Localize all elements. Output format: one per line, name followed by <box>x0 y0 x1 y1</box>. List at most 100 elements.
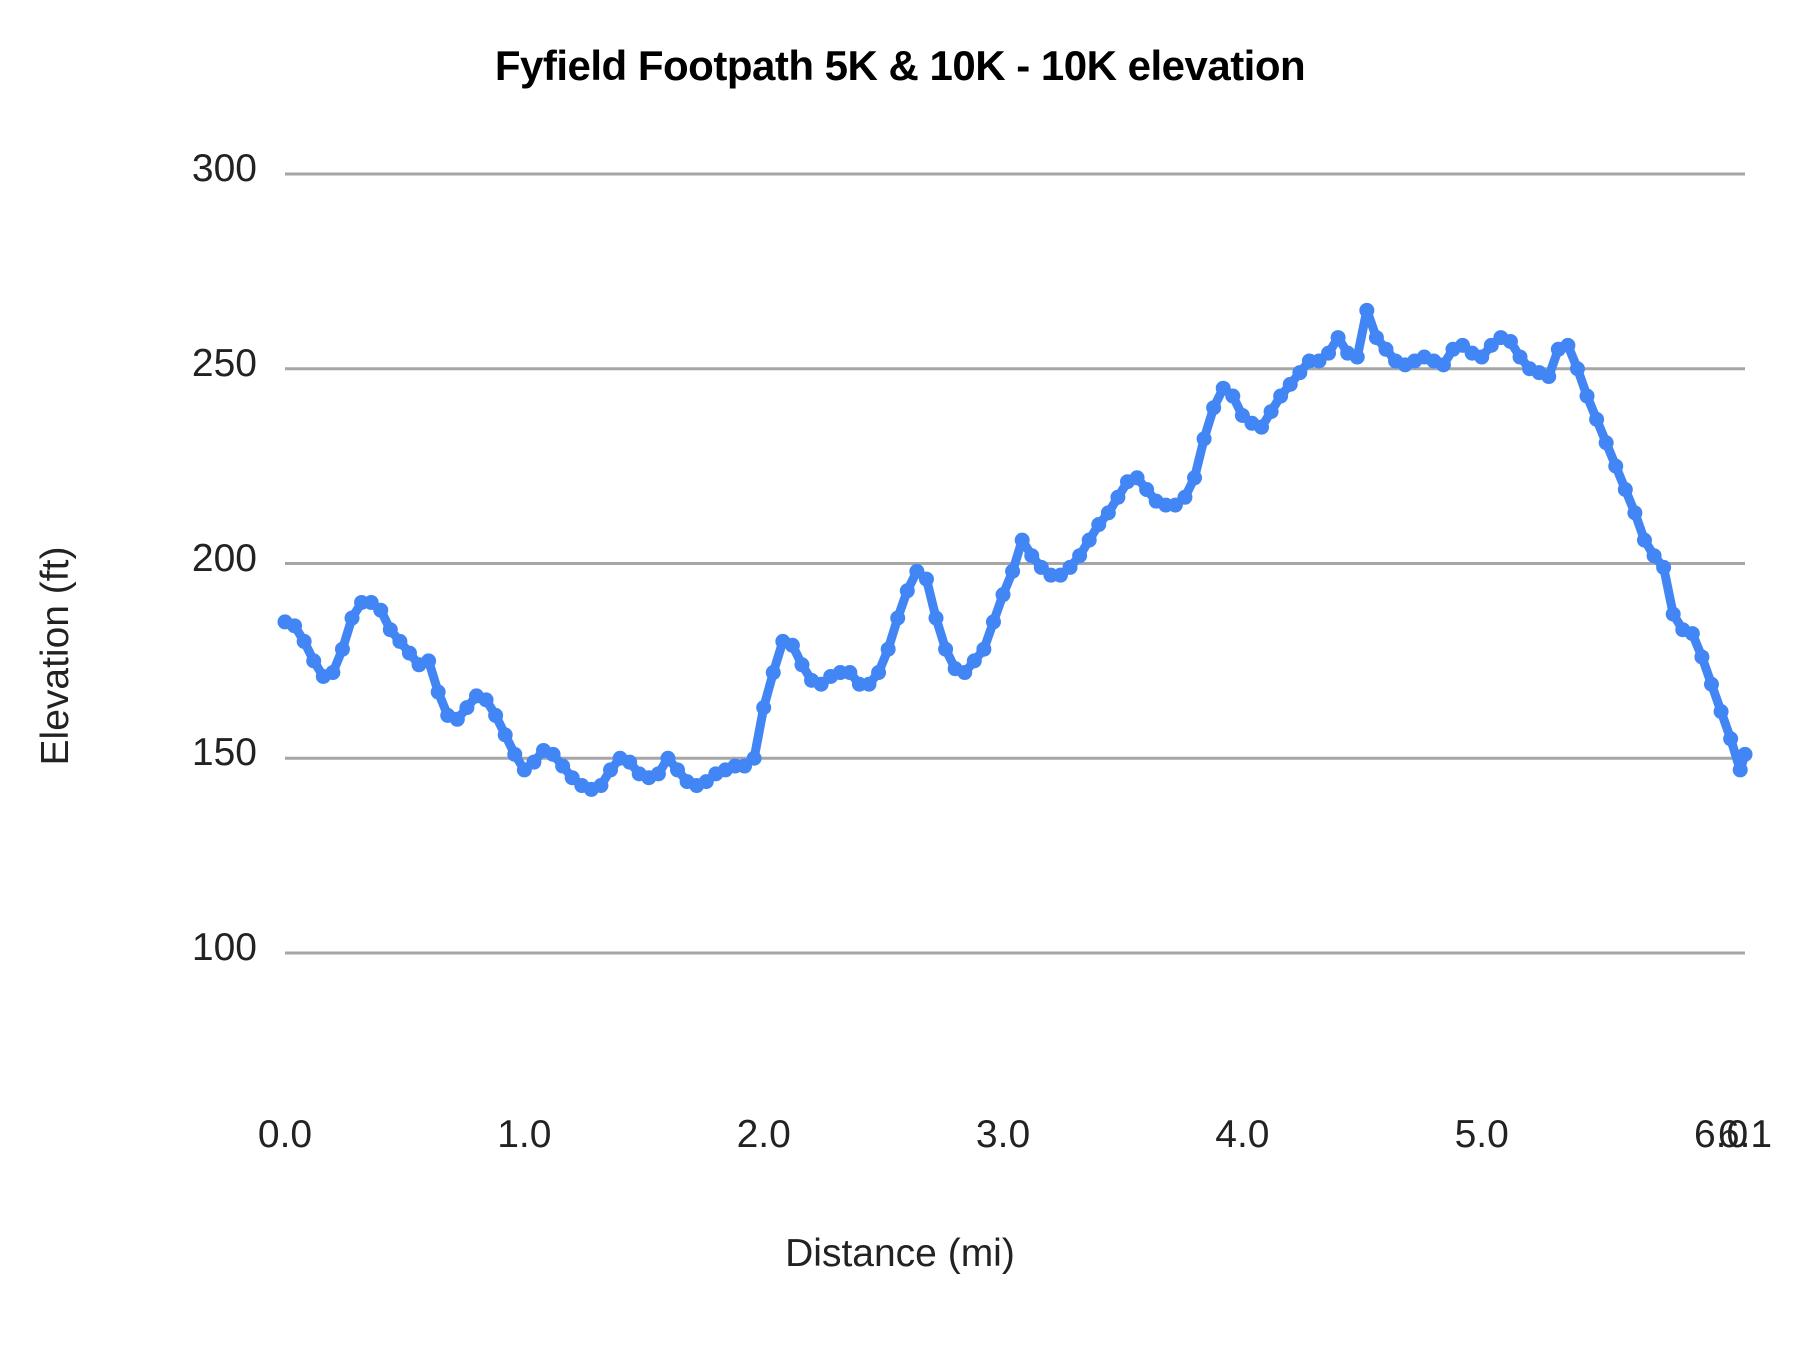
data-point[interactable] <box>861 676 877 692</box>
data-point[interactable] <box>1474 349 1490 365</box>
data-point[interactable] <box>1723 731 1739 747</box>
data-point[interactable] <box>794 657 810 673</box>
data-point[interactable] <box>957 665 973 681</box>
data-point[interactable] <box>1062 559 1078 575</box>
data-point[interactable] <box>1713 704 1729 720</box>
data-point[interactable] <box>545 746 561 762</box>
data-point[interactable] <box>1091 517 1107 533</box>
data-point[interactable] <box>1005 563 1021 579</box>
data-point[interactable] <box>1139 482 1155 497</box>
data-point[interactable] <box>1282 376 1298 392</box>
data-point[interactable] <box>459 700 475 716</box>
data-point[interactable] <box>1608 458 1624 474</box>
data-point[interactable] <box>976 641 992 657</box>
data-point[interactable] <box>1627 505 1643 521</box>
data-point[interactable] <box>1656 559 1672 575</box>
data-point[interactable] <box>1703 676 1719 692</box>
data-point[interactable] <box>1684 626 1700 642</box>
data-point[interactable] <box>899 583 915 599</box>
data-point[interactable] <box>449 711 465 727</box>
data-point[interactable] <box>1636 532 1652 548</box>
data-point[interactable] <box>1129 470 1145 486</box>
data-point[interactable] <box>622 754 638 770</box>
data-point[interactable] <box>401 645 417 661</box>
data-point[interactable] <box>756 700 772 716</box>
data-point[interactable] <box>1598 435 1614 451</box>
data-point[interactable] <box>1502 333 1518 349</box>
data-point[interactable] <box>880 641 896 657</box>
data-point[interactable] <box>555 758 571 774</box>
data-point[interactable] <box>938 641 954 657</box>
data-point[interactable] <box>1359 302 1375 318</box>
data-point[interactable] <box>344 610 360 626</box>
data-point[interactable] <box>966 653 982 669</box>
data-point[interactable] <box>1435 357 1451 373</box>
data-point[interactable] <box>1569 361 1585 377</box>
data-point[interactable] <box>995 587 1011 603</box>
data-point[interactable] <box>325 665 341 681</box>
data-point[interactable] <box>670 762 686 778</box>
data-point[interactable] <box>287 618 303 634</box>
data-point[interactable] <box>1330 330 1346 346</box>
data-point[interactable] <box>373 602 389 618</box>
data-point[interactable] <box>1100 505 1116 521</box>
data-point[interactable] <box>650 766 666 782</box>
data-point[interactable] <box>1110 489 1126 505</box>
data-point[interactable] <box>1273 388 1289 404</box>
data-point[interactable] <box>507 746 523 762</box>
data-point[interactable] <box>1024 548 1040 564</box>
data-point[interactable] <box>1541 369 1557 385</box>
series-10k-elevation <box>277 302 1753 797</box>
data-point[interactable] <box>1617 482 1633 497</box>
data-point[interactable] <box>593 778 609 794</box>
data-point[interactable] <box>1665 606 1681 622</box>
data-point[interactable] <box>1081 532 1097 548</box>
data-point[interactable] <box>1196 431 1212 447</box>
data-point[interactable] <box>1589 411 1605 427</box>
data-point[interactable] <box>1177 489 1193 505</box>
data-point[interactable] <box>334 641 350 657</box>
data-point[interactable] <box>306 653 322 669</box>
data-point[interactable] <box>1378 341 1394 357</box>
data-point[interactable] <box>918 571 934 587</box>
data-point[interactable] <box>1646 548 1662 564</box>
data-point[interactable] <box>1225 388 1241 404</box>
data-point[interactable] <box>1368 330 1384 346</box>
data-point[interactable] <box>1512 349 1528 365</box>
data-point[interactable] <box>1072 548 1088 564</box>
data-point[interactable] <box>871 665 887 681</box>
data-point[interactable] <box>1014 532 1030 548</box>
data-point[interactable] <box>603 762 619 778</box>
data-point[interactable] <box>928 610 944 626</box>
data-point[interactable] <box>1254 419 1270 435</box>
data-point[interactable] <box>382 622 398 638</box>
data-point[interactable] <box>1560 337 1576 353</box>
data-point[interactable] <box>296 633 312 649</box>
data-point[interactable] <box>1349 349 1365 365</box>
data-point[interactable] <box>1187 470 1203 486</box>
data-point[interactable] <box>1732 762 1748 778</box>
data-point[interactable] <box>1206 400 1222 416</box>
data-point[interactable] <box>1292 365 1308 381</box>
data-point[interactable] <box>1694 649 1710 665</box>
data-point[interactable] <box>985 614 1001 630</box>
data-point[interactable] <box>488 707 504 723</box>
data-point[interactable] <box>660 750 676 766</box>
data-point[interactable] <box>421 653 437 669</box>
data-point[interactable] <box>497 727 513 743</box>
data-point[interactable] <box>1321 345 1337 361</box>
data-point[interactable] <box>430 684 446 700</box>
data-point[interactable] <box>765 665 781 681</box>
data-point[interactable] <box>842 665 858 681</box>
data-point[interactable] <box>890 610 906 626</box>
data-point[interactable] <box>526 754 542 770</box>
data-point[interactable] <box>478 692 494 708</box>
data-point[interactable] <box>784 637 800 653</box>
data-point[interactable] <box>1263 404 1279 420</box>
data-point[interactable] <box>746 750 762 766</box>
data-point[interactable] <box>392 633 408 649</box>
data-point[interactable] <box>1579 388 1595 404</box>
data-point[interactable] <box>1737 746 1753 762</box>
